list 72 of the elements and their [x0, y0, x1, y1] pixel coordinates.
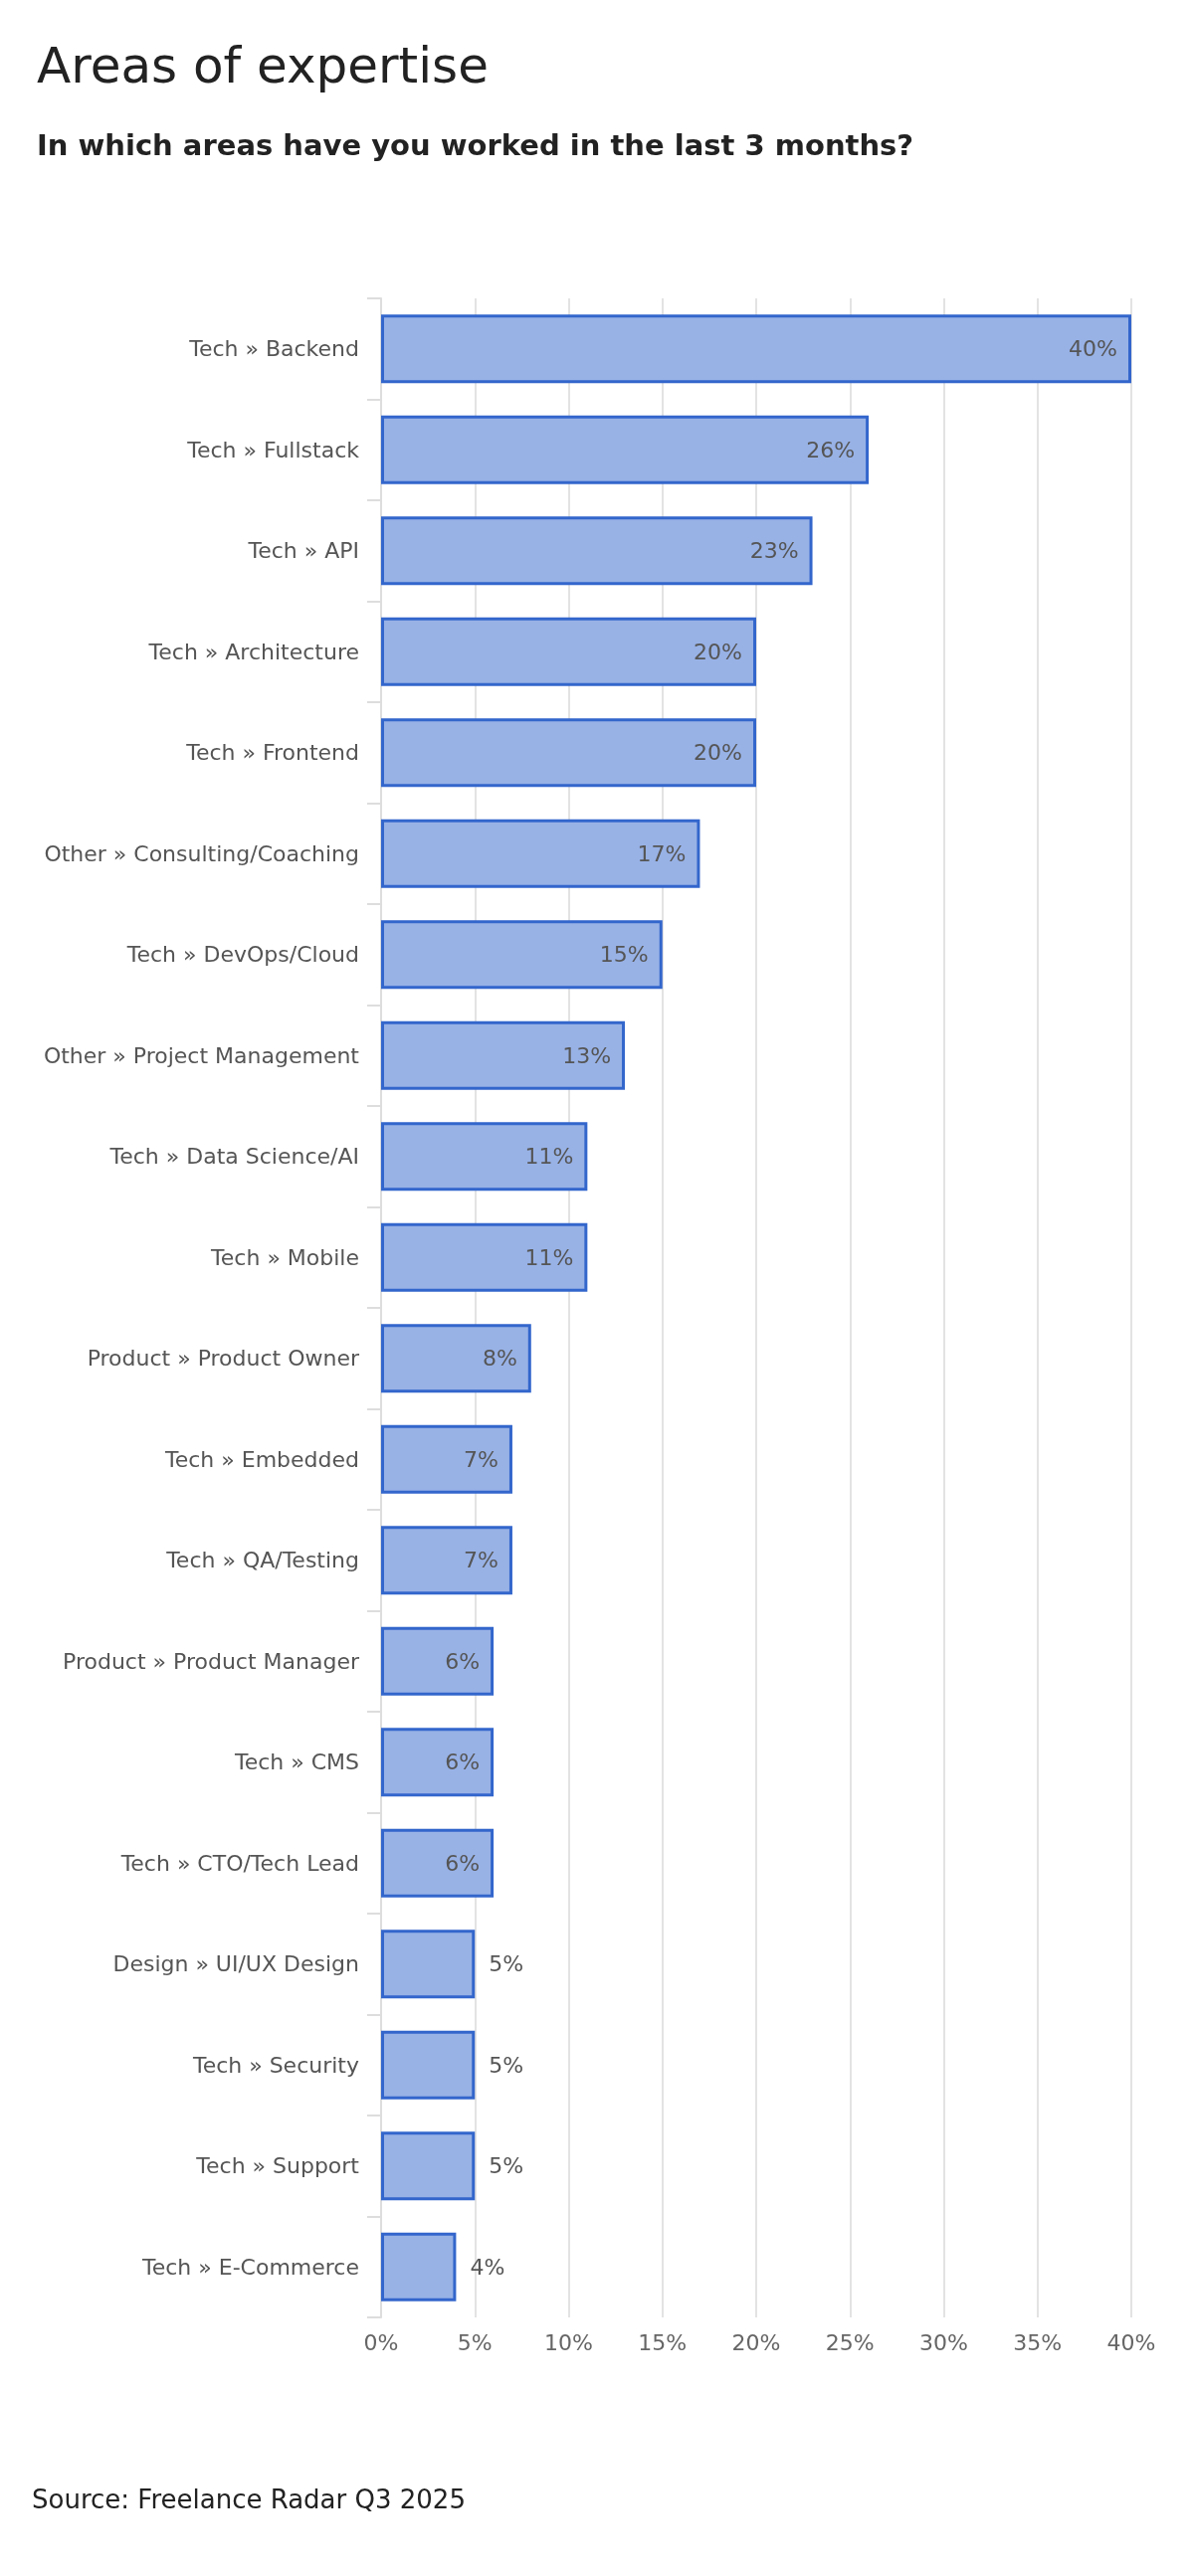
- data-label: 20%: [694, 639, 742, 664]
- y-tick-label: Tech » Frontend: [185, 740, 359, 766]
- bar: [381, 718, 756, 788]
- data-label: 4%: [470, 2254, 505, 2280]
- y-tick-label: Tech » Security: [191, 2052, 359, 2078]
- y-tick-label: Tech » API: [247, 538, 359, 564]
- x-tick-label: 10%: [544, 2329, 593, 2355]
- x-tick-label: 35%: [1013, 2329, 1063, 2355]
- y-tick-label: Other » Consulting/Coaching: [44, 840, 359, 866]
- data-label: 20%: [694, 740, 742, 766]
- data-label: 26%: [806, 437, 856, 462]
- data-label: 6%: [445, 1648, 481, 1674]
- data-label: 6%: [445, 1850, 481, 1876]
- bar: [381, 1930, 476, 1999]
- x-tick-label: 15%: [638, 2329, 688, 2355]
- bar: [381, 1526, 512, 1595]
- y-tick-label: Product » Product Manager: [63, 1648, 360, 1674]
- y-tick-label: Tech » Mobile: [210, 1244, 359, 1270]
- data-label: 7%: [464, 1446, 498, 1472]
- bar: [381, 1424, 512, 1494]
- chart-subtitle: In which areas have you worked in the last 3 months?: [37, 127, 914, 162]
- bar: [381, 415, 870, 484]
- data-label: 17%: [637, 840, 687, 866]
- data-label: 40%: [1069, 336, 1117, 362]
- source-note: Source: Freelance Radar Q3 2025: [32, 2484, 466, 2514]
- y-tick-label: Tech » CMS: [233, 1749, 359, 1775]
- bar: [381, 1728, 495, 1797]
- y-tick-label: Tech » CTO/Tech Lead: [119, 1850, 359, 1876]
- y-tick-label: Tech » Backend: [188, 336, 359, 362]
- bar: [381, 2030, 476, 2100]
- bar: [381, 516, 813, 586]
- y-tick-label: Tech » Embedded: [164, 1446, 359, 1472]
- x-tick-label: 20%: [731, 2329, 781, 2355]
- y-tick-label: Tech » DevOps/Cloud: [125, 942, 359, 968]
- data-label: 8%: [482, 1346, 517, 1372]
- y-tick-label: Design » UI/UX Design: [112, 1951, 359, 1977]
- bar: [381, 920, 663, 990]
- data-label: 7%: [464, 1548, 498, 1573]
- bar: [381, 2232, 457, 2301]
- y-tick-label: Other » Project Management: [43, 1042, 360, 1068]
- bar: [381, 1324, 531, 1393]
- bar: [381, 1626, 495, 1696]
- data-label: 15%: [599, 942, 649, 968]
- y-tick-label: Tech » Support: [195, 2153, 360, 2179]
- bar: [381, 1122, 588, 1192]
- data-label: 11%: [524, 1244, 574, 1270]
- y-tick-label: Tech » Data Science/AI: [108, 1144, 359, 1170]
- bar: [381, 819, 700, 888]
- x-tick-label: 5%: [457, 2329, 493, 2355]
- data-label: 11%: [524, 1144, 574, 1170]
- x-tick-label: 0%: [363, 2329, 399, 2355]
- data-label: 5%: [489, 1951, 524, 1977]
- data-label: 6%: [445, 1749, 481, 1775]
- bar: [381, 2131, 476, 2201]
- bar: [381, 314, 1131, 384]
- chart-title: Areas of expertise: [37, 37, 489, 94]
- data-label: 5%: [489, 2153, 524, 2179]
- data-label: 13%: [562, 1042, 612, 1068]
- y-tick-label: Product » Product Owner: [87, 1346, 360, 1372]
- y-tick-label: Tech » Fullstack: [186, 437, 360, 462]
- x-tick-label: 30%: [919, 2329, 968, 2355]
- bar: [381, 1828, 495, 1898]
- y-tick-label: Tech » QA/Testing: [165, 1548, 359, 1573]
- bar: [381, 1020, 626, 1090]
- data-label: 5%: [489, 2052, 524, 2078]
- bar: [381, 1222, 588, 1292]
- bar: [381, 617, 756, 686]
- x-tick-label: 40%: [1106, 2329, 1156, 2355]
- data-label: 23%: [749, 538, 799, 564]
- x-tick-label: 25%: [825, 2329, 875, 2355]
- y-tick-label: Tech » E-Commerce: [141, 2254, 359, 2280]
- y-tick-label: Tech » Architecture: [147, 639, 359, 664]
